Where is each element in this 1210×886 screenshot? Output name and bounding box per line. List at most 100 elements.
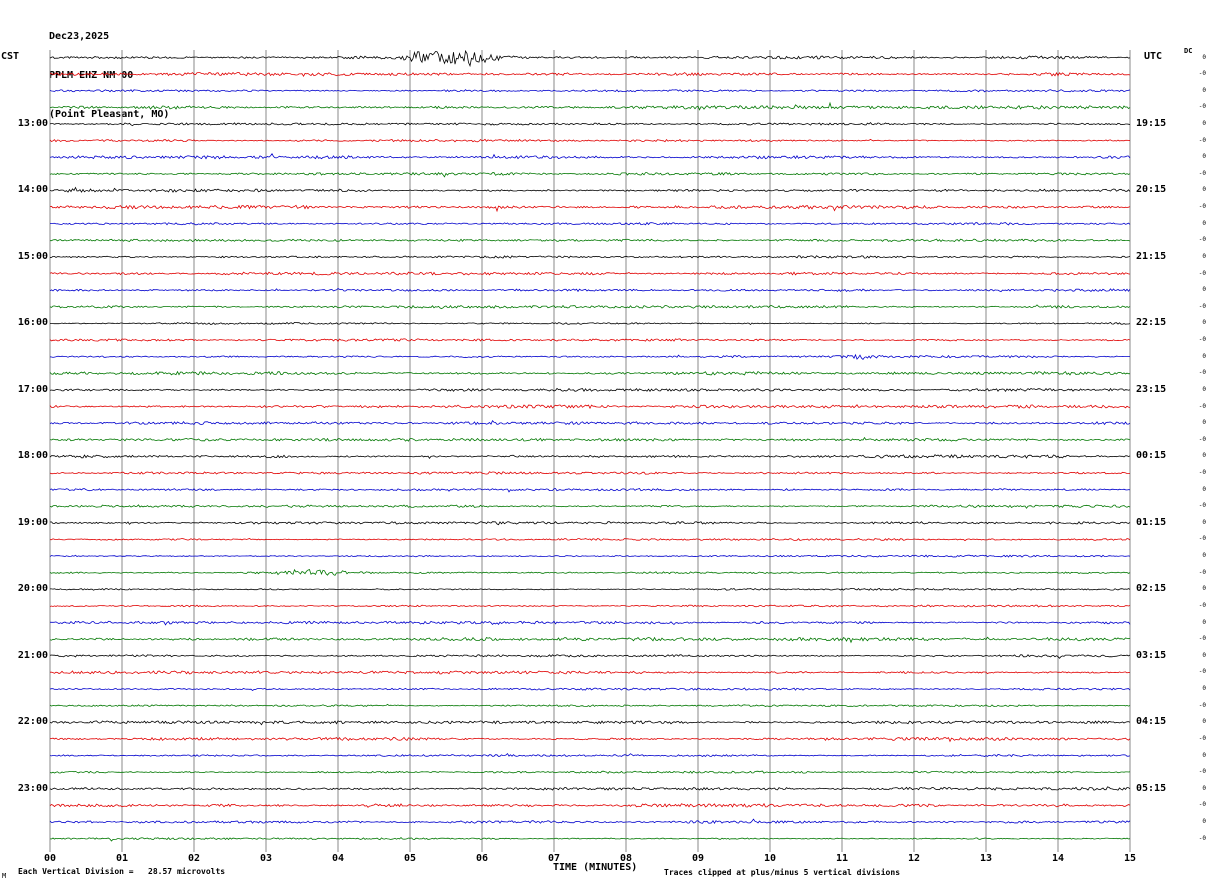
- x-axis-tick-label: 13: [979, 853, 993, 864]
- dc-offset-value: 0: [1202, 485, 1206, 493]
- seismogram-trace: [49, 802, 1131, 808]
- seismogram-trace: [49, 670, 1131, 675]
- seismogram-trace: [49, 736, 1131, 743]
- seismogram-trace: [49, 620, 1131, 626]
- dc-offset-value: -0: [1198, 136, 1206, 144]
- seismogram-trace: [49, 387, 1131, 392]
- seismogram-trace: [49, 101, 1131, 111]
- seismogram-trace: [49, 837, 1131, 842]
- seismogram-trace: [49, 138, 1131, 143]
- seismogram-trace: [49, 436, 1131, 442]
- dc-offset-value: 0: [1202, 751, 1206, 759]
- cst-time-label: 14:00: [17, 184, 48, 196]
- dc-offset-value: 0: [1202, 53, 1206, 61]
- x-axis-tick-label: 14: [1051, 853, 1065, 864]
- seismogram-trace: [49, 471, 1130, 475]
- plot-header: Dec23,2025 PPLM EHZ NM 00 (Point Pleasan…: [49, 4, 169, 147]
- x-axis-tick-label: 01: [115, 853, 129, 864]
- dc-offset-value: -0: [1198, 203, 1206, 211]
- dc-offset-value: -0: [1198, 469, 1206, 476]
- dc-offset-value: -0: [1198, 336, 1206, 344]
- dc-offset-value: -0: [1198, 801, 1206, 809]
- utc-time-label: 19:15: [1136, 117, 1167, 129]
- dc-offset-value: 0: [1202, 784, 1206, 792]
- seismogram-trace: [49, 703, 1131, 708]
- seismogram-trace: [49, 752, 1131, 758]
- x-axis-tick-label: 10: [763, 853, 777, 864]
- dc-offset-value: -0: [1198, 635, 1206, 643]
- seismogram-trace: [49, 338, 1131, 342]
- cst-time-label: 16:00: [17, 317, 48, 329]
- dc-offset-value: 0: [1202, 86, 1206, 94]
- seismogram-trace: [50, 221, 1131, 226]
- dc-offset-value: -0: [1198, 834, 1206, 842]
- utc-time-label: 02:15: [1136, 583, 1167, 595]
- dc-offset-value: -0: [1198, 568, 1206, 576]
- utc-time-label: 23:15: [1136, 383, 1167, 395]
- header-station: PPLM EHZ NM 00: [49, 70, 134, 81]
- dc-offset-value: 0: [1202, 585, 1206, 593]
- dc-offset-value: -0: [1198, 535, 1206, 543]
- dc-offset-value: -0: [1198, 768, 1206, 776]
- x-axis-tick-label: 05: [403, 853, 417, 864]
- seismogram-trace: [49, 404, 1131, 410]
- seismogram-trace: [49, 271, 1131, 276]
- dc-offset-value: 0: [1202, 552, 1206, 560]
- corner-mark: M: [2, 872, 7, 880]
- seismogram-trace: [49, 186, 1131, 193]
- dc-offset-value: 0: [1202, 419, 1206, 427]
- seismogram-trace: [49, 419, 1131, 426]
- seismogram-trace: [50, 538, 1131, 542]
- dc-offset-value: -0: [1198, 701, 1206, 709]
- seismogram-trace: [49, 454, 1131, 459]
- dc-offset-value: 0: [1202, 319, 1206, 327]
- dc-offset-value: 0: [1202, 618, 1206, 626]
- seismogram-trace: [49, 604, 1131, 608]
- scale-note: Each Vertical Division = 28.57 microvolt…: [18, 867, 226, 876]
- seismogram-trace: [49, 370, 1131, 376]
- seismogram-trace: [49, 171, 1131, 178]
- dc-offset-value: -0: [1198, 269, 1206, 277]
- dc-offset-value: -0: [1198, 169, 1206, 177]
- dc-offset-value: -0: [1198, 668, 1206, 676]
- cst-time-label: 18:00: [17, 450, 48, 462]
- seismogram-trace: [49, 122, 1131, 127]
- seismogram-trace: [49, 49, 1131, 68]
- x-axis-tick-label: 15: [1123, 853, 1137, 864]
- left-timezone-label: CST: [1, 51, 20, 62]
- dc-offset-value: -0: [1198, 502, 1206, 510]
- seismogram-trace: [50, 238, 1131, 243]
- dc-offset-value: 0: [1202, 385, 1206, 393]
- seismogram-trace: [50, 587, 1131, 591]
- cst-time-label: 13:00: [17, 117, 48, 129]
- seismogram-trace: [49, 654, 1131, 659]
- seismogram-trace: [50, 321, 1131, 326]
- seismogram-trace: [49, 818, 1131, 824]
- x-axis-tick-label: 08: [619, 853, 633, 864]
- seismogram-trace: [49, 153, 1131, 160]
- dc-offset-value: -0: [1198, 302, 1206, 310]
- seismogram-trace: [49, 504, 1131, 509]
- seismogram-trace: [49, 687, 1131, 692]
- x-axis-tick-label: 11: [835, 853, 849, 864]
- dc-offset-value: 0: [1202, 685, 1206, 693]
- dc-offset-value: -0: [1198, 103, 1206, 111]
- cst-time-label: 23:00: [17, 782, 48, 794]
- x-axis-tick-label: 04: [331, 853, 345, 864]
- seismogram-trace: [49, 304, 1131, 310]
- seismogram-trace: [49, 204, 1131, 213]
- header-date: Dec23,2025: [49, 31, 110, 42]
- dc-offset-value: -0: [1198, 402, 1206, 410]
- cst-time-label: 20:00: [17, 583, 48, 595]
- dc-offset-value: 0: [1202, 219, 1206, 227]
- utc-time-label: 03:15: [1136, 649, 1167, 661]
- dc-offset-value: 0: [1202, 518, 1206, 526]
- seismogram-trace: [49, 71, 1131, 77]
- cst-time-label: 17:00: [17, 383, 48, 395]
- x-axis-tick-label: 03: [259, 853, 273, 864]
- dc-offset-value: 0: [1202, 718, 1206, 726]
- seismogram-trace: [49, 488, 1131, 493]
- dc-offset-value: 0: [1202, 286, 1206, 294]
